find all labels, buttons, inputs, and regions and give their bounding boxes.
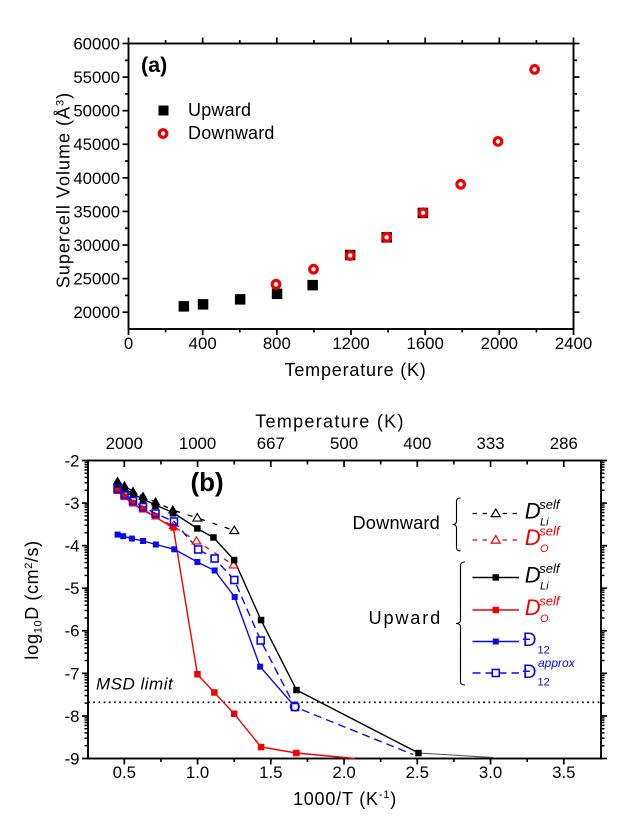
svg-text:D: D: [525, 563, 541, 588]
svg-text:Li: Li: [540, 580, 549, 592]
svg-text:self: self: [539, 561, 561, 576]
svg-text:1000/T (K-1): 1000/T (K-1): [293, 789, 397, 809]
svg-text:500: 500: [330, 434, 358, 453]
svg-text:self: self: [539, 524, 561, 539]
svg-text:Đ: Đ: [523, 662, 537, 683]
svg-text:30000: 30000: [73, 236, 120, 255]
svg-text:0.5: 0.5: [113, 763, 136, 782]
svg-text:400: 400: [189, 334, 217, 353]
svg-text:Temperature (K): Temperature (K): [255, 412, 405, 432]
svg-text:Downward: Downward: [188, 123, 275, 143]
svg-text:286: 286: [550, 434, 578, 453]
svg-text:Li: Li: [540, 516, 549, 528]
svg-text:0: 0: [124, 334, 133, 353]
svg-text:60000: 60000: [73, 34, 120, 53]
svg-text:2400: 2400: [555, 334, 592, 353]
svg-text:50000: 50000: [73, 102, 120, 121]
svg-text:667: 667: [257, 434, 285, 453]
svg-text:Upward: Upward: [369, 608, 442, 628]
svg-text:12: 12: [538, 644, 550, 656]
svg-text:12: 12: [538, 677, 550, 689]
svg-text:333: 333: [477, 434, 505, 453]
svg-text:Downward: Downward: [352, 513, 440, 533]
svg-text:-2: -2: [65, 451, 80, 470]
svg-text:self: self: [539, 594, 561, 609]
svg-text:1.5: 1.5: [259, 763, 282, 782]
svg-text:-7: -7: [65, 664, 80, 683]
svg-text:-5: -5: [65, 579, 80, 598]
svg-text:400: 400: [403, 434, 431, 453]
svg-text:2000: 2000: [106, 434, 143, 453]
svg-text:approx: approx: [538, 656, 576, 670]
svg-text:D: D: [525, 499, 541, 524]
svg-text:25000: 25000: [73, 270, 120, 289]
svg-text:self: self: [539, 497, 561, 512]
svg-text:35000: 35000: [73, 202, 120, 221]
svg-text:Temperature (K): Temperature (K): [285, 360, 427, 380]
svg-text:1600: 1600: [406, 334, 443, 353]
svg-text:45000: 45000: [73, 135, 120, 154]
svg-text:2.5: 2.5: [406, 763, 429, 782]
svg-text:3.5: 3.5: [552, 763, 575, 782]
svg-text:-6: -6: [65, 622, 80, 641]
svg-text:40000: 40000: [73, 169, 120, 188]
svg-text:1.0: 1.0: [186, 763, 209, 782]
svg-text:800: 800: [263, 334, 291, 353]
svg-text:O: O: [540, 543, 549, 555]
svg-text:D: D: [525, 595, 541, 620]
svg-text:D: D: [525, 525, 541, 550]
svg-text:MSD limit: MSD limit: [96, 675, 174, 694]
svg-text:20000: 20000: [73, 303, 120, 322]
svg-text:Đ: Đ: [523, 630, 537, 651]
svg-text:-8: -8: [65, 707, 80, 726]
svg-text:(a): (a): [141, 53, 167, 77]
svg-text:2000: 2000: [481, 334, 518, 353]
svg-text:55000: 55000: [73, 68, 120, 87]
svg-text:-4: -4: [65, 537, 80, 556]
svg-text:Supercell Volume (Å3): Supercell Volume (Å3): [54, 92, 74, 288]
svg-text:2.0: 2.0: [332, 763, 355, 782]
svg-text:-9: -9: [65, 749, 80, 768]
svg-text:O: O: [540, 613, 549, 625]
svg-text:1200: 1200: [332, 334, 369, 353]
svg-text:3.0: 3.0: [479, 763, 502, 782]
svg-text:log10D (cm2/s): log10D (cm2/s): [21, 540, 45, 659]
svg-text:-3: -3: [65, 494, 80, 513]
svg-text:(b): (b): [191, 467, 224, 497]
svg-text:1000: 1000: [179, 434, 216, 453]
svg-text:Upward: Upward: [188, 100, 251, 120]
